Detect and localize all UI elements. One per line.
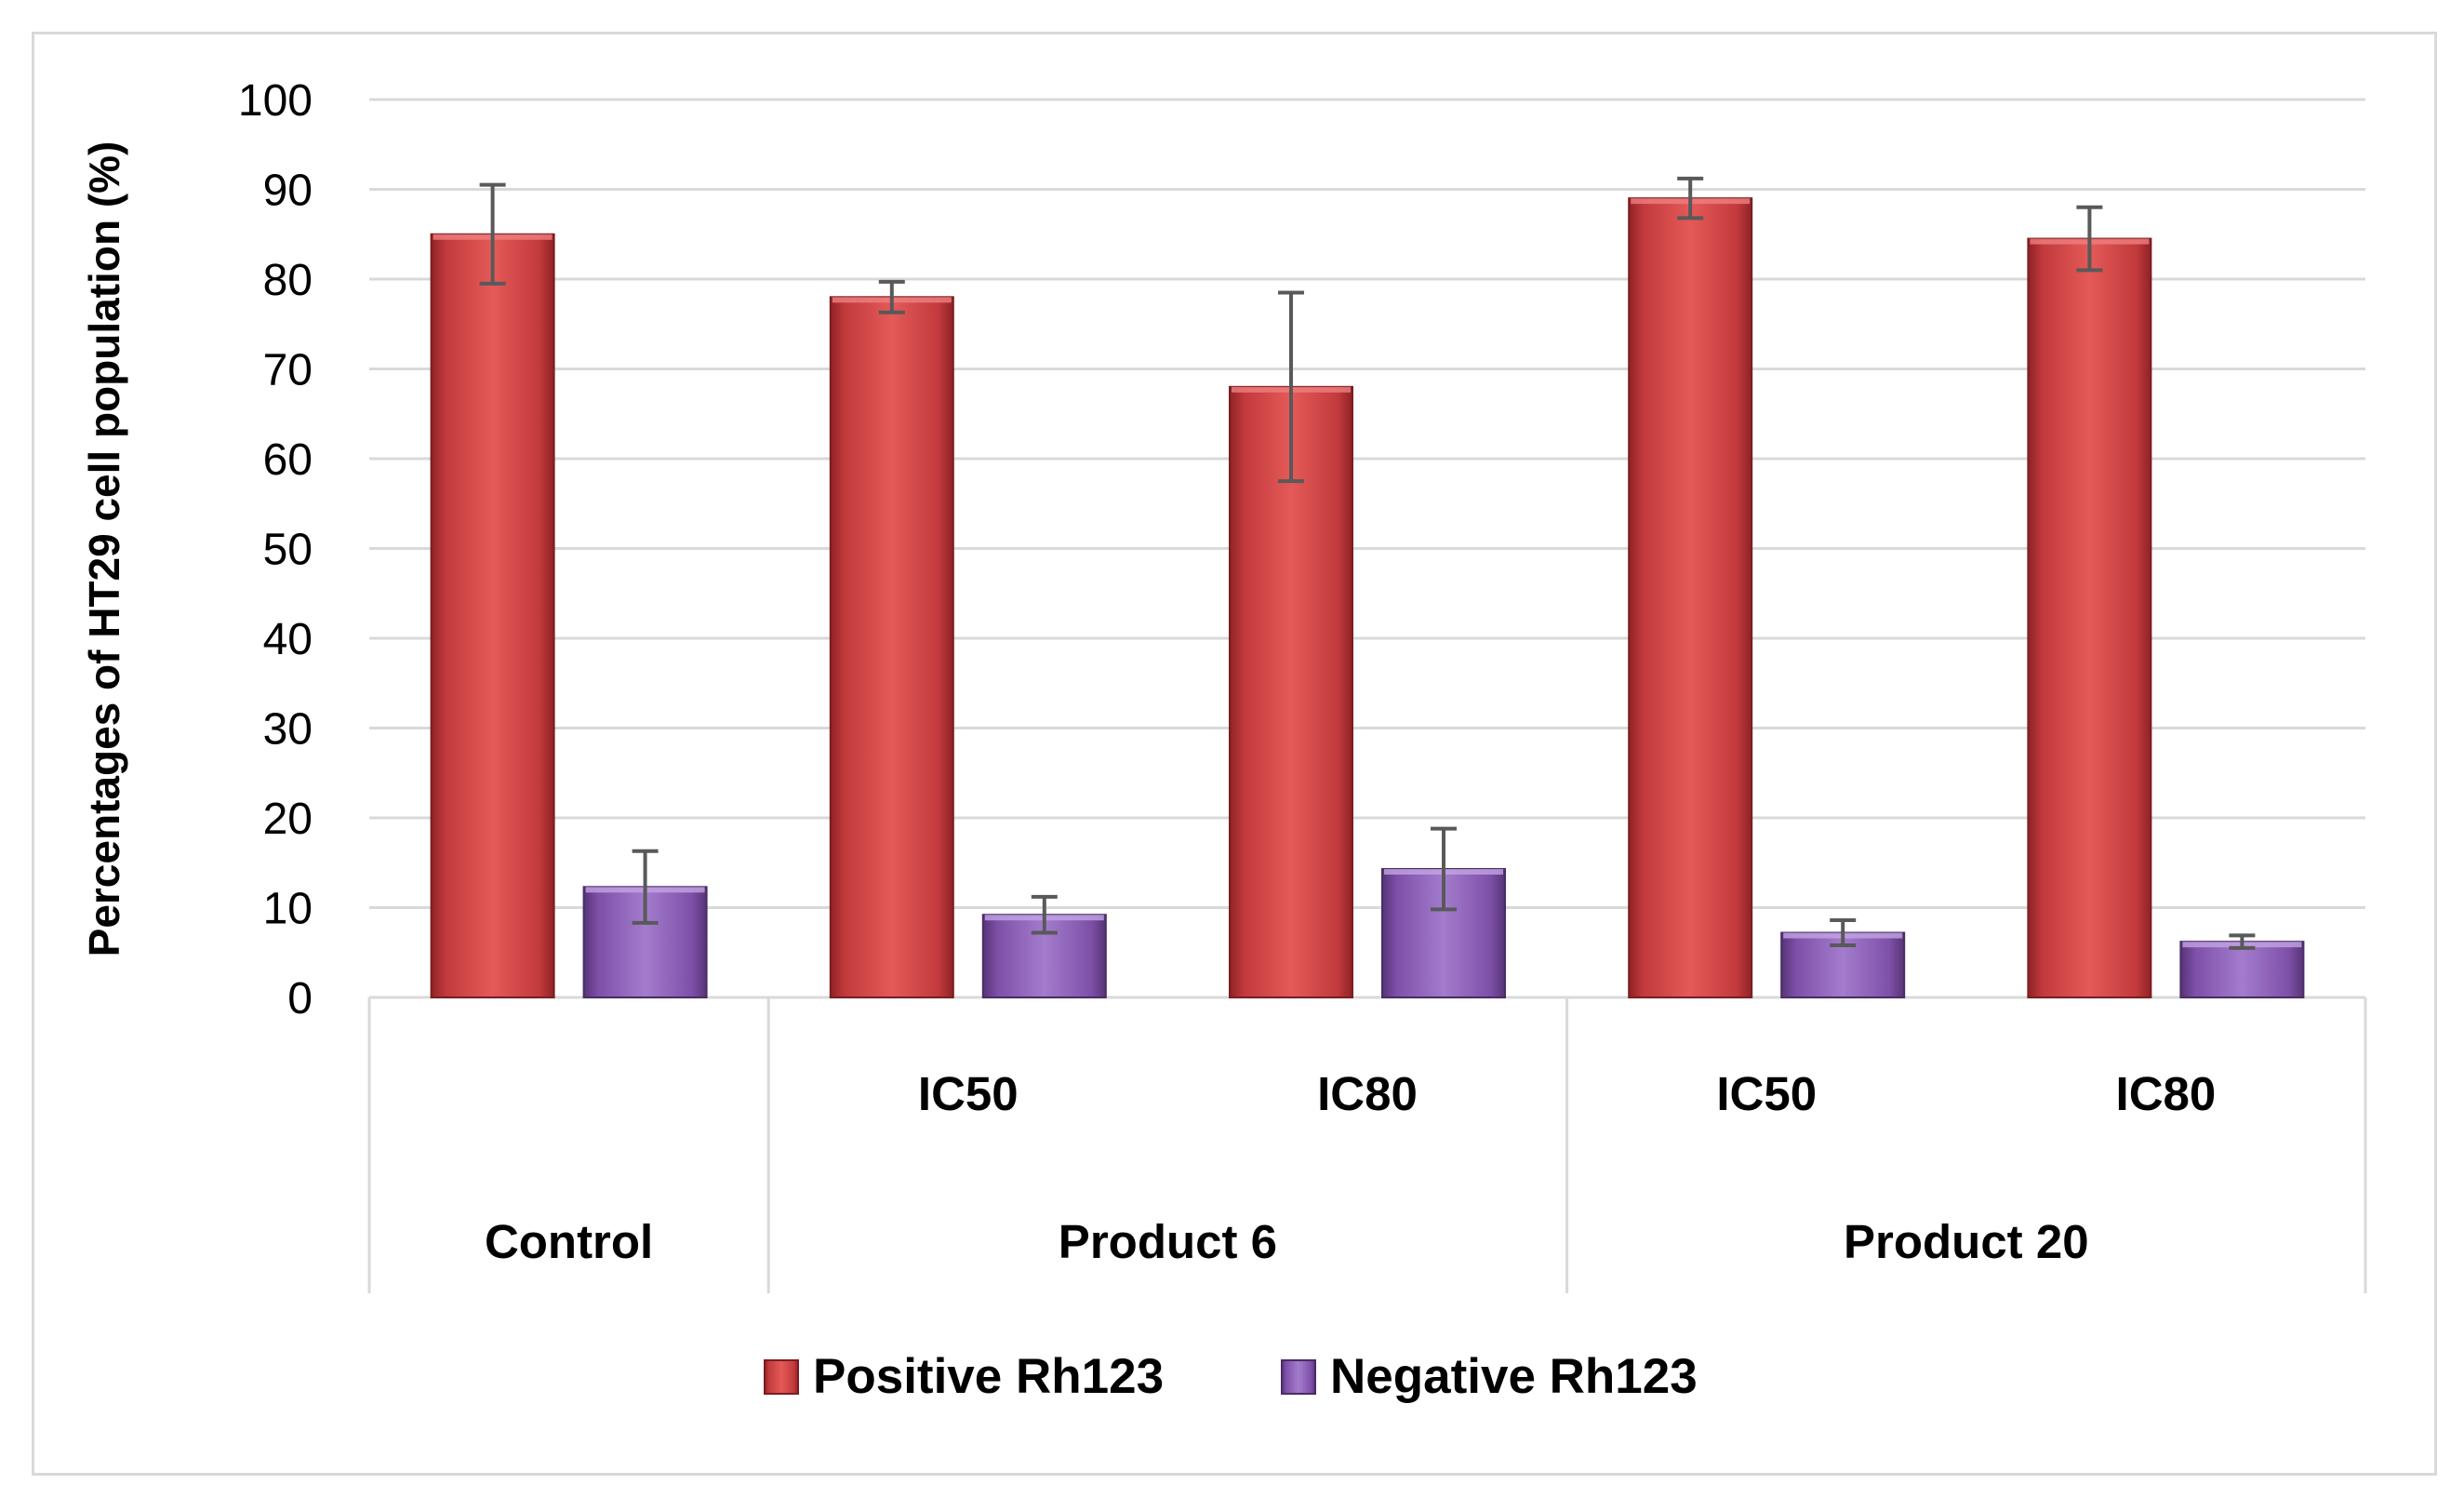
group-label-0: Control bbox=[485, 1215, 653, 1268]
y-tick-label-80: 80 bbox=[263, 256, 313, 305]
legend: Positive Rh123 Negative Rh123 bbox=[764, 1349, 1698, 1404]
y-axis-title: Percentages of HT29 cell population (%) bbox=[80, 141, 128, 957]
subcategory-label-1-1: IC80 bbox=[1317, 1067, 1418, 1120]
axis-labels: 0 10 20 30 40 50 60 70 80 90 100 Control Product 6 IC… bbox=[80, 76, 2216, 1268]
legend-label-0: Positive Rh123 bbox=[813, 1349, 1164, 1404]
y-tick-label-20: 20 bbox=[263, 795, 313, 844]
bar-positive-3 bbox=[1628, 197, 1753, 998]
subcategory-label-2-1: IC80 bbox=[2116, 1067, 2217, 1120]
y-tick-label-90: 90 bbox=[263, 167, 313, 216]
y-tick-label-60: 60 bbox=[263, 435, 313, 485]
error-bars bbox=[479, 176, 2256, 950]
y-tick-label-10: 10 bbox=[263, 885, 313, 934]
subcategory-label-1-0: IC50 bbox=[918, 1067, 1019, 1120]
legend-swatch-0 bbox=[764, 1359, 799, 1395]
y-tick-label-50: 50 bbox=[263, 526, 313, 575]
bar-positive-4 bbox=[2027, 237, 2152, 998]
group-label-1: Product 6 bbox=[1059, 1215, 1277, 1268]
legend-swatch-1 bbox=[1281, 1359, 1316, 1395]
bar-positive-2 bbox=[1229, 385, 1353, 998]
bar-negative-4 bbox=[2179, 941, 2305, 998]
bar-positive-1 bbox=[829, 296, 954, 998]
group-label-2: Product 20 bbox=[1844, 1215, 2089, 1268]
y-tick-label-100: 100 bbox=[238, 76, 313, 126]
subcategory-label-2-0: IC50 bbox=[1716, 1067, 1817, 1120]
bars bbox=[430, 197, 2305, 999]
y-tick-label-0: 0 bbox=[287, 974, 313, 1023]
y-tick-label-70: 70 bbox=[263, 346, 313, 395]
legend-label-1: Negative Rh123 bbox=[1330, 1349, 1698, 1404]
bar-negative-1 bbox=[981, 914, 1107, 998]
y-tick-label-30: 30 bbox=[263, 705, 313, 755]
bar-positive-0 bbox=[430, 233, 555, 998]
y-tick-label-40: 40 bbox=[263, 615, 313, 664]
